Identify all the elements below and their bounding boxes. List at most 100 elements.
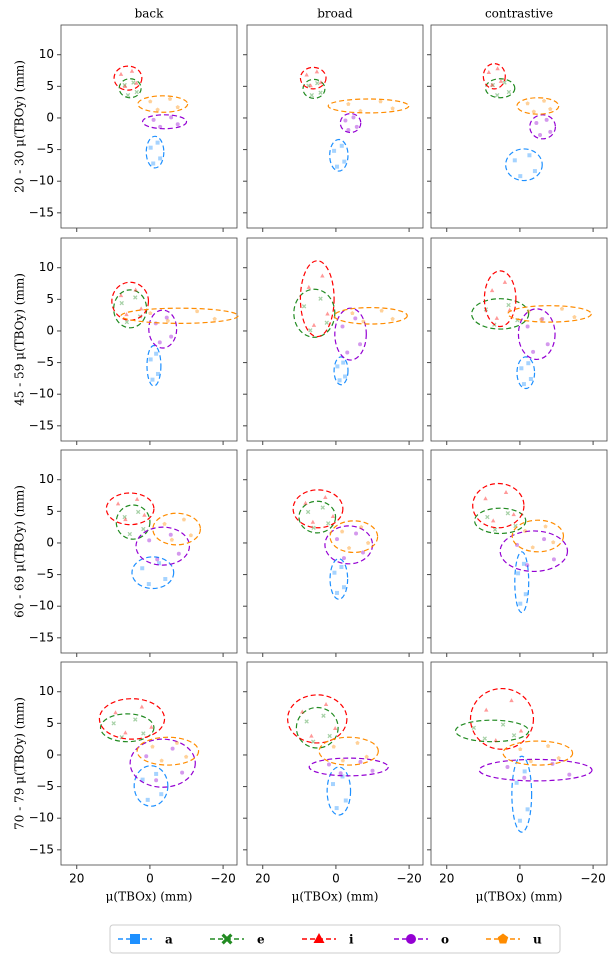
confidence-ellipse xyxy=(511,755,533,833)
confidence-ellipse xyxy=(146,344,162,387)
point xyxy=(511,733,517,738)
point xyxy=(346,127,351,132)
point xyxy=(534,121,539,126)
x-axis-label: μ(TBOx) (mm) xyxy=(476,890,563,904)
point xyxy=(360,550,365,555)
x-tick-label: −20 xyxy=(396,872,421,886)
confidence-ellipse xyxy=(299,66,327,90)
point xyxy=(318,90,323,95)
y-tick-label: 10 xyxy=(39,260,54,274)
point xyxy=(131,80,136,85)
confidence-ellipse xyxy=(329,558,349,600)
point xyxy=(484,707,489,712)
point xyxy=(551,540,556,545)
point xyxy=(115,501,121,506)
x-tick-label: −20 xyxy=(210,872,235,886)
confidence-ellipse xyxy=(295,706,339,749)
point xyxy=(195,309,200,314)
point xyxy=(159,792,164,797)
plot-frame xyxy=(60,24,238,229)
point xyxy=(337,378,342,383)
point xyxy=(323,701,329,706)
point xyxy=(390,316,395,321)
point xyxy=(127,531,132,537)
point xyxy=(169,115,174,120)
legend-label: e xyxy=(257,933,265,947)
confidence-ellipse xyxy=(339,112,362,134)
point xyxy=(309,733,314,738)
point xyxy=(157,561,162,566)
point xyxy=(346,101,351,106)
point xyxy=(338,771,343,776)
y-axis-label: 70 - 79 μ(TBOy) (mm) xyxy=(13,697,27,830)
point xyxy=(341,585,346,590)
column-title: broad xyxy=(317,7,353,21)
point xyxy=(124,319,130,325)
confidence-ellipse xyxy=(135,526,191,566)
point xyxy=(151,161,156,166)
confidence-ellipse xyxy=(326,766,352,816)
point xyxy=(486,70,492,75)
point xyxy=(170,746,175,751)
confidence-ellipse xyxy=(529,114,557,140)
point xyxy=(358,342,363,347)
point xyxy=(134,496,140,501)
point xyxy=(370,768,375,773)
point xyxy=(149,724,154,729)
y-axis-label: 45 - 59 μ(TBOy) (mm) xyxy=(13,273,27,406)
point xyxy=(324,320,329,325)
point xyxy=(511,512,516,517)
confidence-ellipse xyxy=(136,736,200,766)
point xyxy=(321,713,326,718)
point xyxy=(334,806,339,811)
y-tick-label: 0 xyxy=(46,535,54,549)
point xyxy=(471,725,477,730)
point xyxy=(141,731,146,736)
point xyxy=(154,771,159,776)
legend-label: a xyxy=(165,933,173,947)
y-tick-label: 0 xyxy=(46,323,54,337)
confidence-ellipse xyxy=(478,758,593,782)
point xyxy=(531,109,536,114)
point xyxy=(335,590,340,595)
point xyxy=(142,512,147,517)
y-tick-label: −10 xyxy=(29,387,54,401)
point xyxy=(326,762,331,767)
confidence-ellipse xyxy=(517,308,556,361)
point xyxy=(503,489,509,494)
plot-frame xyxy=(246,449,424,654)
point xyxy=(330,514,336,519)
point xyxy=(139,704,145,709)
confidence-ellipse xyxy=(327,98,410,114)
point xyxy=(505,511,511,516)
plot-frame xyxy=(60,237,238,442)
point xyxy=(506,302,511,308)
y-tick-label: −10 xyxy=(29,174,54,188)
point xyxy=(318,80,324,85)
plot-frame xyxy=(430,237,608,442)
point xyxy=(335,537,340,542)
confidence-ellipse xyxy=(471,298,530,330)
confidence-ellipse xyxy=(514,551,530,614)
point xyxy=(519,366,524,371)
confidence-ellipse xyxy=(145,135,165,169)
point xyxy=(144,754,149,759)
point xyxy=(300,709,305,714)
point xyxy=(150,744,155,749)
point xyxy=(134,80,139,85)
point xyxy=(541,98,547,103)
legend-marker xyxy=(313,933,325,943)
plot-frame xyxy=(60,661,238,866)
confidence-ellipse xyxy=(324,525,374,565)
point xyxy=(522,528,528,533)
point xyxy=(176,551,181,556)
point xyxy=(525,563,530,568)
x-tick-label: 20 xyxy=(255,872,270,886)
point xyxy=(567,772,572,777)
point xyxy=(304,719,309,724)
point xyxy=(122,83,128,88)
x-tick-label: 0 xyxy=(332,872,340,886)
point xyxy=(320,505,325,510)
y-tick-label: 10 xyxy=(39,684,54,698)
point xyxy=(340,774,345,779)
